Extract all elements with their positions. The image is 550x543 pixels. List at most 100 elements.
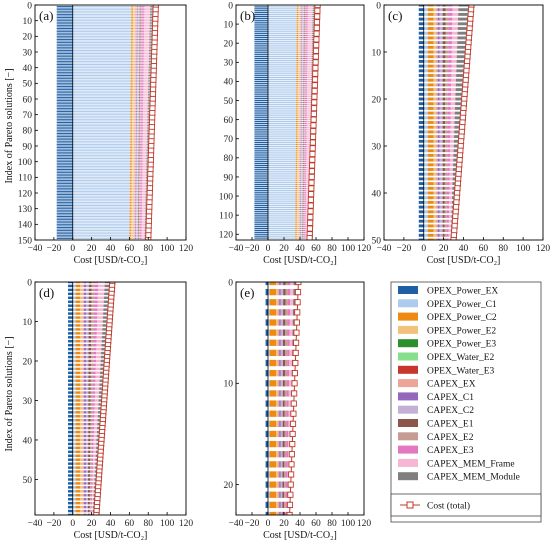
bar-segment — [136, 85, 138, 87]
bar-segment — [68, 407, 73, 410]
bar-segment — [84, 387, 86, 390]
bar-segment — [140, 173, 143, 175]
bar-segment — [72, 67, 131, 69]
bar-segment — [307, 31, 313, 33]
bar-segment — [131, 216, 134, 217]
bar-segment — [139, 37, 141, 39]
bar-segment — [138, 205, 140, 207]
bar-segment — [88, 288, 92, 292]
bar-segment — [457, 31, 467, 35]
bar-segment — [142, 186, 146, 188]
bar-segment — [82, 347, 85, 351]
bar-segment — [140, 70, 142, 72]
bar-segment — [85, 490, 88, 493]
bar-segment — [298, 216, 301, 218]
bar-segment — [141, 54, 144, 56]
bar-segment — [300, 218, 303, 220]
bar-segment — [131, 190, 134, 192]
bar-segment — [140, 92, 144, 94]
bar-segment — [268, 224, 296, 226]
bar-segment — [268, 96, 297, 98]
bar-segment — [301, 174, 303, 176]
bar-segment — [418, 224, 424, 228]
bar-segment — [306, 145, 310, 147]
bar-segment — [254, 151, 268, 153]
bar-segment — [437, 182, 440, 186]
bar-segment — [143, 78, 149, 80]
bar-segment — [144, 24, 150, 26]
y-tick-label: 110 — [18, 174, 32, 184]
bar-segment — [137, 106, 139, 108]
bar-segment — [302, 168, 304, 170]
total-cost-marker — [308, 168, 315, 175]
bar-segment — [433, 74, 436, 77]
bar-segment — [305, 88, 308, 90]
bar-segment — [142, 153, 147, 155]
bar-segment — [133, 17, 135, 19]
bar-segment — [296, 63, 298, 65]
bar-segment — [254, 88, 268, 90]
bar-segment — [141, 13, 145, 15]
bar-segment — [254, 220, 268, 222]
bar-segment — [254, 229, 268, 232]
bar-segment — [445, 78, 448, 82]
bar-segment — [296, 21, 299, 23]
bar-segment — [140, 123, 144, 125]
bar-segment — [142, 169, 147, 170]
bar-segment — [433, 69, 436, 73]
bar-segment — [80, 458, 83, 461]
bar-segment — [140, 24, 142, 26]
bar-segment — [135, 222, 137, 224]
bar-segment — [445, 116, 448, 120]
bar-segment — [301, 189, 303, 191]
bar-segment — [442, 31, 446, 35]
bar-segment — [133, 200, 136, 202]
bar-segment — [85, 470, 89, 473]
bar-segment — [56, 176, 73, 178]
bar-segment — [134, 114, 137, 116]
bar-segment — [72, 59, 131, 61]
bar-segment — [132, 145, 134, 147]
bar-segment — [427, 224, 434, 228]
bar-segment — [139, 28, 141, 29]
bar-segment — [80, 300, 83, 303]
total-cost-marker — [313, 19, 321, 26]
bar-segment — [139, 59, 141, 61]
bar-segment — [268, 185, 296, 188]
bar-segment — [303, 105, 305, 107]
bar-segment — [75, 395, 81, 398]
bar-segment — [452, 17, 459, 21]
plot-area — [254, 5, 321, 240]
bar-segment — [254, 99, 268, 102]
bar-segment — [84, 324, 86, 327]
bar-segment — [448, 27, 453, 30]
bar-segment — [301, 75, 302, 77]
bar-segment — [295, 136, 298, 138]
bar-segment — [85, 371, 89, 375]
bar-segment — [439, 130, 443, 134]
bar-segment — [140, 186, 143, 188]
y-tick-label: 30 — [224, 59, 234, 69]
bar-segment — [130, 101, 133, 103]
bar-segment — [142, 189, 146, 191]
bar-segment — [56, 212, 73, 214]
bar-segment — [306, 138, 311, 140]
bar-segment — [254, 168, 268, 170]
bar-segment — [84, 284, 86, 288]
bar-segment — [91, 462, 94, 465]
bar-segment — [134, 82, 137, 84]
bar-segment — [72, 470, 76, 473]
bar-segment — [303, 94, 305, 96]
bar-segment — [301, 54, 303, 56]
bar-segment — [427, 78, 434, 82]
bar-segment — [302, 193, 304, 195]
bar-segment — [92, 470, 95, 473]
bar-segment — [138, 126, 140, 128]
bar-segment — [142, 194, 146, 196]
bar-segment — [297, 113, 300, 115]
bar-segment — [433, 186, 436, 190]
x-tick-label: 0 — [70, 519, 75, 529]
bar-segment — [130, 85, 133, 87]
bar-segment — [141, 70, 144, 72]
bar-segment — [56, 51, 73, 53]
